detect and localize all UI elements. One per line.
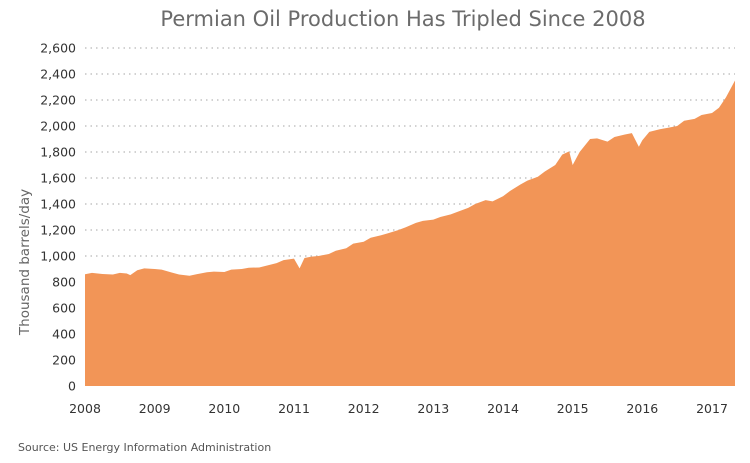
- x-tick-label: 2008: [69, 401, 101, 416]
- y-tick-label: 800: [52, 275, 76, 290]
- y-axis-label: Thousand barrels/day: [17, 189, 33, 336]
- x-tick-label: 2014: [487, 401, 519, 416]
- y-tick-label: 400: [52, 327, 76, 342]
- y-tick-label: 2,400: [40, 67, 76, 82]
- y-tick-label: 1,800: [40, 145, 76, 160]
- y-tick-label: 1,000: [40, 249, 76, 264]
- x-tick-label: 2017: [696, 401, 728, 416]
- y-tick-label: 2,600: [40, 41, 76, 56]
- x-tick-label: 2015: [557, 401, 589, 416]
- y-axis-tick-labels: 0 200 400 600 800 1,000 1,200 1,400 1,600 1,800 2,…: [40, 41, 76, 394]
- x-axis-tick-labels: 2008 2009 2010 2011 2012 2013 2014 2015 2016 2017: [69, 401, 728, 416]
- y-tick-label: 2,200: [40, 93, 76, 108]
- y-tick-label: 1,400: [40, 197, 76, 212]
- x-tick-label: 2012: [348, 401, 380, 416]
- y-tick-label: 600: [52, 301, 76, 316]
- production-area: [85, 80, 735, 386]
- y-tick-label: 2,000: [40, 119, 76, 134]
- x-tick-label: 2016: [626, 401, 658, 416]
- y-tick-label: 1,600: [40, 171, 76, 186]
- y-tick-label: 200: [52, 353, 76, 368]
- chart-title: Permian Oil Production Has Tripled Since…: [160, 7, 645, 31]
- x-tick-label: 2009: [139, 401, 171, 416]
- x-tick-label: 2013: [417, 401, 449, 416]
- x-tick-label: 2011: [278, 401, 310, 416]
- y-tick-label: 0: [68, 379, 76, 394]
- y-tick-label: 1,200: [40, 223, 76, 238]
- x-tick-label: 2010: [208, 401, 240, 416]
- source-note: Source: US Energy Information Administra…: [18, 441, 271, 454]
